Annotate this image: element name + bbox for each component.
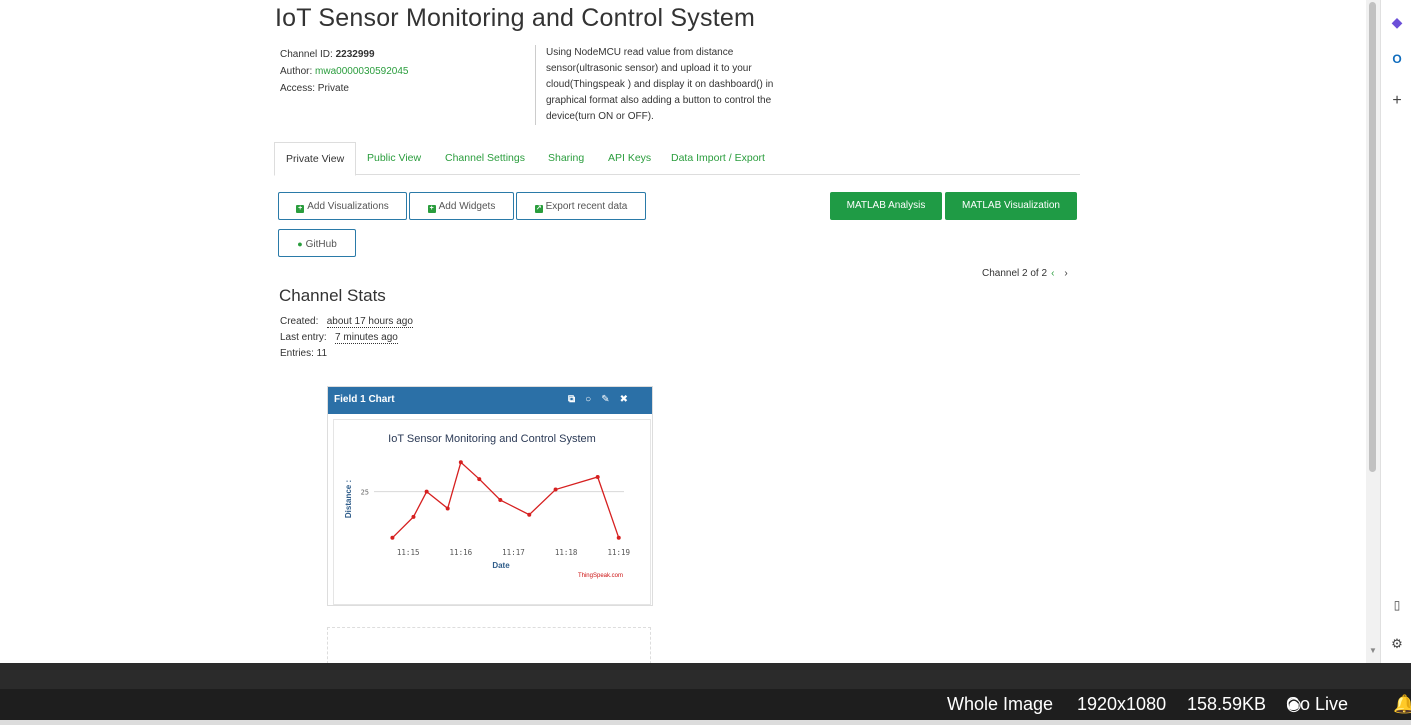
channel-stats-heading: Channel Stats <box>279 286 386 305</box>
channel-stats: Created: about 17 hours ago Last entry: … <box>280 314 413 362</box>
tab-public-view[interactable]: Public View <box>367 152 422 164</box>
channel-description: Using NodeMCU read value from distance s… <box>535 45 811 125</box>
matlab-visualization-button[interactable]: MATLAB Visualization <box>945 192 1077 220</box>
x-tick-label: 11:16 <box>450 548 473 557</box>
data-point <box>553 487 558 492</box>
widget-title: Field 1 Chart <box>334 394 395 405</box>
plus-icon: + <box>296 205 305 213</box>
field-1-chart-widget: Field 1 Chart ⧉○✎✖ IoT Sensor Monitoring… <box>327 386 653 606</box>
channel-count: Channel 2 of 2 <box>982 268 1048 279</box>
access-text: Access: Private <box>280 83 349 94</box>
browser-sidebar: ◆ O + ▯ ⚙ <box>1380 0 1411 663</box>
scrollbar-thumb[interactable] <box>1369 2 1376 472</box>
resolution-status: 1920x1080 <box>1077 694 1167 714</box>
y-axis-label: Distance : <box>344 480 353 518</box>
comment-icon[interactable]: ○ <box>585 394 602 405</box>
channel-meta: Channel ID: 2232999 Author: mwa000003059… <box>280 46 408 97</box>
channel-tabs: Private View Public View Channel Setting… <box>274 142 1080 176</box>
data-point <box>424 489 429 494</box>
page-title: IoT Sensor Monitoring and Control System <box>275 4 755 32</box>
github-label: GitHub <box>305 239 337 250</box>
scroll-down-icon[interactable]: ▼ <box>1369 646 1377 655</box>
chart-title: IoT Sensor Monitoring and Control System <box>388 433 596 445</box>
add-icon[interactable]: + <box>1392 92 1402 109</box>
github-button[interactable]: ● GitHub <box>278 229 356 257</box>
taskbar-edge <box>0 720 1411 725</box>
chart-area: IoT Sensor Monitoring and Control System… <box>333 419 651 605</box>
whole-image-status[interactable]: Whole Image <box>947 694 1054 714</box>
copilot-icon[interactable]: ◆ <box>1391 14 1403 30</box>
x-tick-label: 11:17 <box>502 548 525 557</box>
entries-count: Entries: 11 <box>280 348 328 359</box>
github-icon: ● <box>297 239 303 249</box>
chevron-right-icon[interactable]: › <box>1064 268 1068 279</box>
series-line <box>391 461 620 539</box>
close-icon[interactable]: ✖ <box>619 394 638 405</box>
data-point <box>411 514 416 519</box>
line-chart: IoT Sensor Monitoring and Control System… <box>344 433 630 579</box>
page-scrollbar[interactable]: ▼ <box>1366 0 1380 663</box>
chevron-left-icon[interactable]: ‹ <box>1051 268 1055 279</box>
export-recent-label: Export recent data <box>545 201 628 212</box>
author-label: Author: <box>280 66 313 77</box>
data-point <box>595 474 600 479</box>
tab-channel-settings[interactable]: Channel Settings <box>445 152 525 164</box>
data-point <box>458 460 463 465</box>
chart-credit: ThingSpeak.com <box>578 573 623 579</box>
data-point <box>616 535 621 540</box>
thingspeak-page: IoT Sensor Monitoring and Control System… <box>274 4 1080 663</box>
export-recent-data-button[interactable]: ↗ Export recent data <box>516 192 646 220</box>
x-axis-label: Date <box>492 561 510 570</box>
edit-icon[interactable]: ✎ <box>601 394 620 405</box>
export-icon: ↗ <box>534 205 543 213</box>
data-point <box>445 506 450 511</box>
go-live-label: Go Live <box>1286 694 1349 714</box>
tab-data-import-export[interactable]: Data Import / Export <box>671 152 765 164</box>
widget-header: Field 1 Chart ⧉○✎✖ <box>328 387 652 414</box>
add-widgets-label: Add Widgets <box>438 201 496 212</box>
open-external-icon[interactable]: ⧉ <box>568 394 586 405</box>
last-entry-label: Last entry: <box>280 332 327 343</box>
data-point <box>390 535 395 540</box>
created-value: about 17 hours ago <box>326 316 413 328</box>
channel-id-label: Channel ID: <box>280 49 333 60</box>
status-bar: Whole Image 1920x1080 158.59KB ◉ Go Live… <box>0 689 1411 720</box>
size-status: 158.59KB <box>1187 694 1267 714</box>
x-tick-label: 11:18 <box>555 548 578 557</box>
channel-navigation: Channel 2 of 2 ‹ › <box>982 268 1068 279</box>
editor-strip <box>0 663 1411 689</box>
sidebar-toggle-icon[interactable]: ▯ <box>1393 598 1401 612</box>
x-tick-label: 11:15 <box>397 548 420 557</box>
add-visualizations-button[interactable]: + Add Visualizations <box>278 192 407 220</box>
notification-bell-icon[interactable]: 🔔 <box>1393 694 1411 714</box>
outlook-icon[interactable]: O <box>1392 52 1402 66</box>
broadcast-icon: ◉ <box>1286 694 1302 714</box>
second-widget-placeholder <box>327 627 651 663</box>
channel-id: 2232999 <box>335 49 375 60</box>
tab-private-view[interactable]: Private View <box>274 142 357 176</box>
x-tick-label: 11:19 <box>607 548 630 557</box>
data-point <box>477 477 482 482</box>
last-entry-value: 7 minutes ago <box>335 332 398 344</box>
tab-sharing[interactable]: Sharing <box>548 152 585 164</box>
y-tick-label: 25 <box>361 489 369 497</box>
author-link[interactable]: mwa0000030592045 <box>315 66 409 77</box>
settings-gear-icon[interactable]: ⚙ <box>1391 636 1403 651</box>
data-point <box>527 512 532 517</box>
plus-icon: + <box>427 205 436 213</box>
data-point <box>498 498 503 503</box>
tab-api-keys[interactable]: API Keys <box>608 152 652 164</box>
matlab-analysis-button[interactable]: MATLAB Analysis <box>830 192 942 220</box>
created-label: Created: <box>280 316 319 327</box>
add-visualizations-label: Add Visualizations <box>307 201 389 212</box>
add-widgets-button[interactable]: + Add Widgets <box>409 192 514 220</box>
